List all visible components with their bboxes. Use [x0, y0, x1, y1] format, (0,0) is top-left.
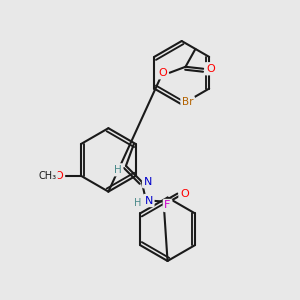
Text: O: O	[55, 171, 64, 181]
Text: CH₃: CH₃	[38, 171, 56, 181]
Text: O: O	[206, 64, 215, 74]
Text: O: O	[158, 68, 167, 78]
Text: N: N	[143, 177, 152, 187]
Text: O: O	[180, 189, 189, 199]
Text: N: N	[145, 196, 153, 206]
Text: H: H	[114, 165, 122, 175]
Text: H: H	[134, 197, 142, 208]
Text: Br: Br	[182, 98, 194, 107]
Text: F: F	[164, 200, 171, 211]
